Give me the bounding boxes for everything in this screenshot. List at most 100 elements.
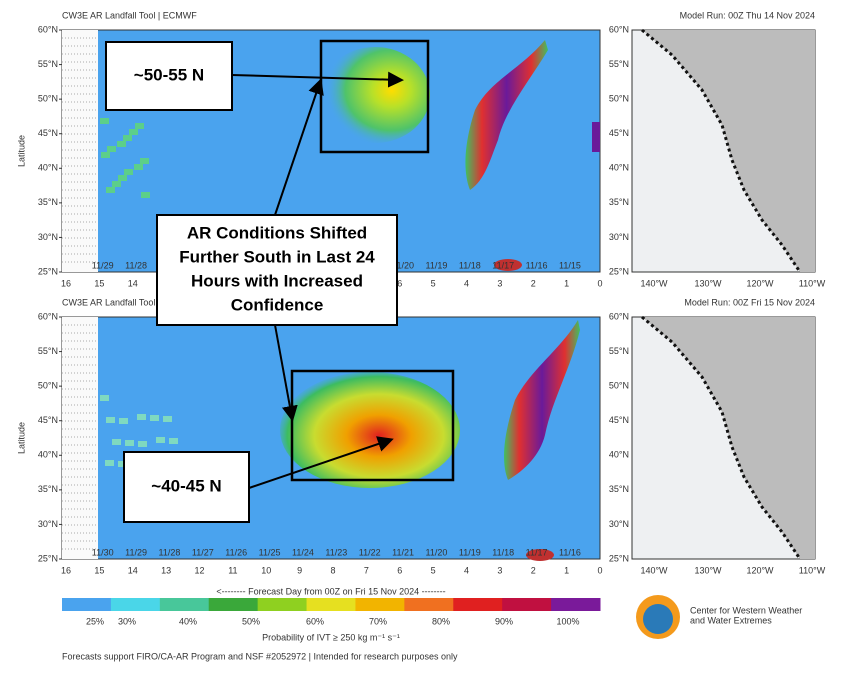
lat-tick-label: 60°N	[38, 24, 58, 34]
ivt-speck	[135, 123, 144, 129]
map-lat-label: 40°N	[609, 163, 629, 173]
lat-tick-label: 25°N	[38, 266, 58, 276]
day-tick-label: 3	[497, 565, 502, 575]
day-tick-label: 2	[531, 278, 536, 288]
no-data-strip	[62, 30, 98, 272]
map-lat-label: 30°N	[609, 232, 629, 242]
date-label: 11/20	[392, 260, 414, 270]
day-tick-label: 12	[194, 565, 204, 575]
lat-tick-label: 55°N	[38, 59, 58, 69]
ivt-speck	[118, 461, 127, 467]
date-label: 11/29	[125, 547, 147, 557]
colorbar-segment	[62, 598, 112, 611]
map-lon-label: 130°W	[694, 278, 722, 288]
lat-tick-label: 55°N	[38, 346, 58, 356]
ivt-speck	[100, 395, 109, 401]
ivt-speck	[106, 187, 115, 193]
ivt-speck	[140, 158, 149, 164]
logo-inner	[643, 604, 673, 634]
map-lon-label: 140°W	[640, 565, 668, 575]
lat-tick-label: 45°N	[38, 415, 58, 425]
map-title: Model Run: 00Z Thu 14 Nov 2024	[680, 10, 815, 20]
lat-tick-label: 30°N	[38, 232, 58, 242]
annotation-box	[105, 41, 233, 111]
day-tick-label: 14	[128, 278, 138, 288]
day-tick-label: 6	[397, 565, 402, 575]
annotation-text: AR Conditions Shifted	[187, 223, 367, 242]
coastline	[641, 315, 802, 560]
ivt-speck	[105, 460, 114, 466]
ivt-speck	[106, 417, 115, 423]
date-label: 11/18	[459, 260, 481, 270]
ar-band	[504, 320, 580, 480]
lat-tick-label: 25°N	[38, 553, 58, 563]
ivt-speck	[107, 146, 116, 152]
day-tick-label: 3	[497, 278, 502, 288]
lat-tick-label: 50°N	[38, 94, 58, 104]
ivt-speck	[123, 135, 132, 141]
date-label: 11/19	[459, 547, 481, 557]
map-lat-label: 55°N	[609, 59, 629, 69]
ivt-speck	[118, 175, 127, 181]
land	[642, 30, 815, 272]
colorbar-tick: 40%	[179, 616, 197, 626]
ivt-speck	[169, 438, 178, 444]
ivt-speck	[119, 418, 128, 424]
ivt-speck	[101, 152, 110, 158]
ivt-speck	[494, 259, 522, 271]
land	[642, 317, 815, 559]
colorbar-segment	[404, 598, 454, 611]
lat-tick-label: 50°N	[38, 381, 58, 391]
date-label: 11/16	[526, 260, 548, 270]
day-tick-label: 7	[364, 565, 369, 575]
ivt-speck	[134, 164, 143, 170]
day-tick-label: 14	[128, 565, 138, 575]
map-title: Model Run: 00Z Fri 15 Nov 2024	[684, 297, 815, 307]
ivt-speck	[129, 129, 138, 135]
map-lat-label: 50°N	[609, 94, 629, 104]
date-label: 11/15	[559, 260, 581, 270]
day-tick-label: 5	[431, 565, 436, 575]
colorbar-segment	[306, 598, 356, 611]
date-label: 11/21	[392, 547, 414, 557]
date-label: 11/17	[492, 260, 514, 270]
map-lon-label: 130°W	[694, 565, 722, 575]
date-label: 11/18	[492, 547, 514, 557]
ivt-speck	[592, 122, 600, 152]
map-lat-label: 40°N	[609, 450, 629, 460]
lat-tick-label: 45°N	[38, 128, 58, 138]
day-tick-label: 13	[161, 565, 171, 575]
ivt-speck	[163, 416, 172, 422]
lat-tick-label: 60°N	[38, 311, 58, 321]
day-tick-label: 11	[228, 565, 237, 575]
date-label: 11/28	[159, 547, 181, 557]
map-lat-label: 30°N	[609, 519, 629, 529]
lat-tick-label: 30°N	[38, 519, 58, 529]
date-label: 11/17	[526, 547, 548, 557]
annotation-text: Confidence	[231, 295, 324, 314]
map-lat-label: 25°N	[609, 266, 629, 276]
ivt-speck	[526, 549, 554, 561]
logo-text: Center for Western Weather	[690, 605, 802, 615]
date-label: 11/19	[426, 260, 448, 270]
ivt-speck	[100, 118, 109, 124]
annotation-box	[156, 214, 398, 326]
map-lat-label: 35°N	[609, 484, 629, 494]
colorbar-segment	[208, 598, 259, 611]
no-data-strip	[62, 317, 98, 559]
lat-tick-label: 35°N	[38, 197, 58, 207]
annotation-text: ~40-45 N	[151, 476, 221, 495]
ivt-speck	[141, 192, 150, 198]
y-axis-label: Latitude	[16, 422, 26, 454]
x-axis-label: <-------- Forecast Day from 00Z on Fri 1…	[216, 586, 445, 596]
ar-band	[465, 40, 548, 190]
colorbar-tick: 90%	[495, 616, 513, 626]
day-tick-label: 16	[61, 565, 71, 575]
ivt-speck	[117, 141, 126, 147]
map-lat-label: 45°N	[609, 415, 629, 425]
lat-tick-label: 40°N	[38, 450, 58, 460]
day-tick-label: 1	[564, 565, 569, 575]
highlight-box	[319, 39, 430, 154]
date-label: 11/16	[559, 547, 581, 557]
